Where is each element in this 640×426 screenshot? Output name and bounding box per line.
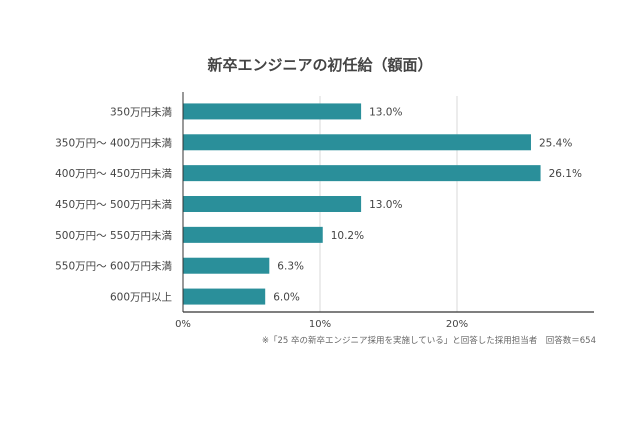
- bar-4: [183, 226, 323, 243]
- bar-1: [183, 134, 531, 151]
- category-label-5: 550万円〜 600万円未満: [55, 261, 172, 273]
- bar-6: [183, 288, 266, 305]
- x-tick-label-1: 10%: [309, 319, 331, 330]
- category-label-2: 400万円〜 450万円未満: [55, 168, 172, 180]
- value-label-1: 25.4%: [539, 137, 572, 149]
- value-label-4: 10.2%: [331, 230, 364, 242]
- value-label-6: 6.0%: [273, 292, 300, 304]
- category-label-4: 500万円〜 550万円未満: [55, 230, 172, 242]
- value-label-3: 13.0%: [369, 199, 402, 211]
- category-label-1: 350万円〜 400万円未満: [55, 137, 172, 149]
- category-label-6: 600万円以上: [110, 292, 172, 304]
- bar-5: [183, 257, 270, 274]
- value-label-0: 13.0%: [369, 106, 402, 118]
- bar-2: [183, 165, 541, 182]
- chart-title: 新卒エンジニアの初任給（額面）: [207, 56, 433, 74]
- bar-0: [183, 103, 362, 120]
- chart-footnote: ※「25 卒の新卒エンジニア採用を実施している」と回答した採用担当者 回答数＝6…: [261, 336, 596, 346]
- x-tick-label-2: 20%: [446, 319, 468, 330]
- value-label-5: 6.3%: [277, 261, 304, 273]
- bar-3: [183, 196, 362, 212]
- value-label-2: 26.1%: [549, 168, 582, 180]
- x-tick-label-0: 0%: [175, 319, 191, 330]
- category-label-3: 450万円〜 500万円未満: [55, 199, 172, 211]
- category-label-0: 350万円未満: [110, 106, 173, 118]
